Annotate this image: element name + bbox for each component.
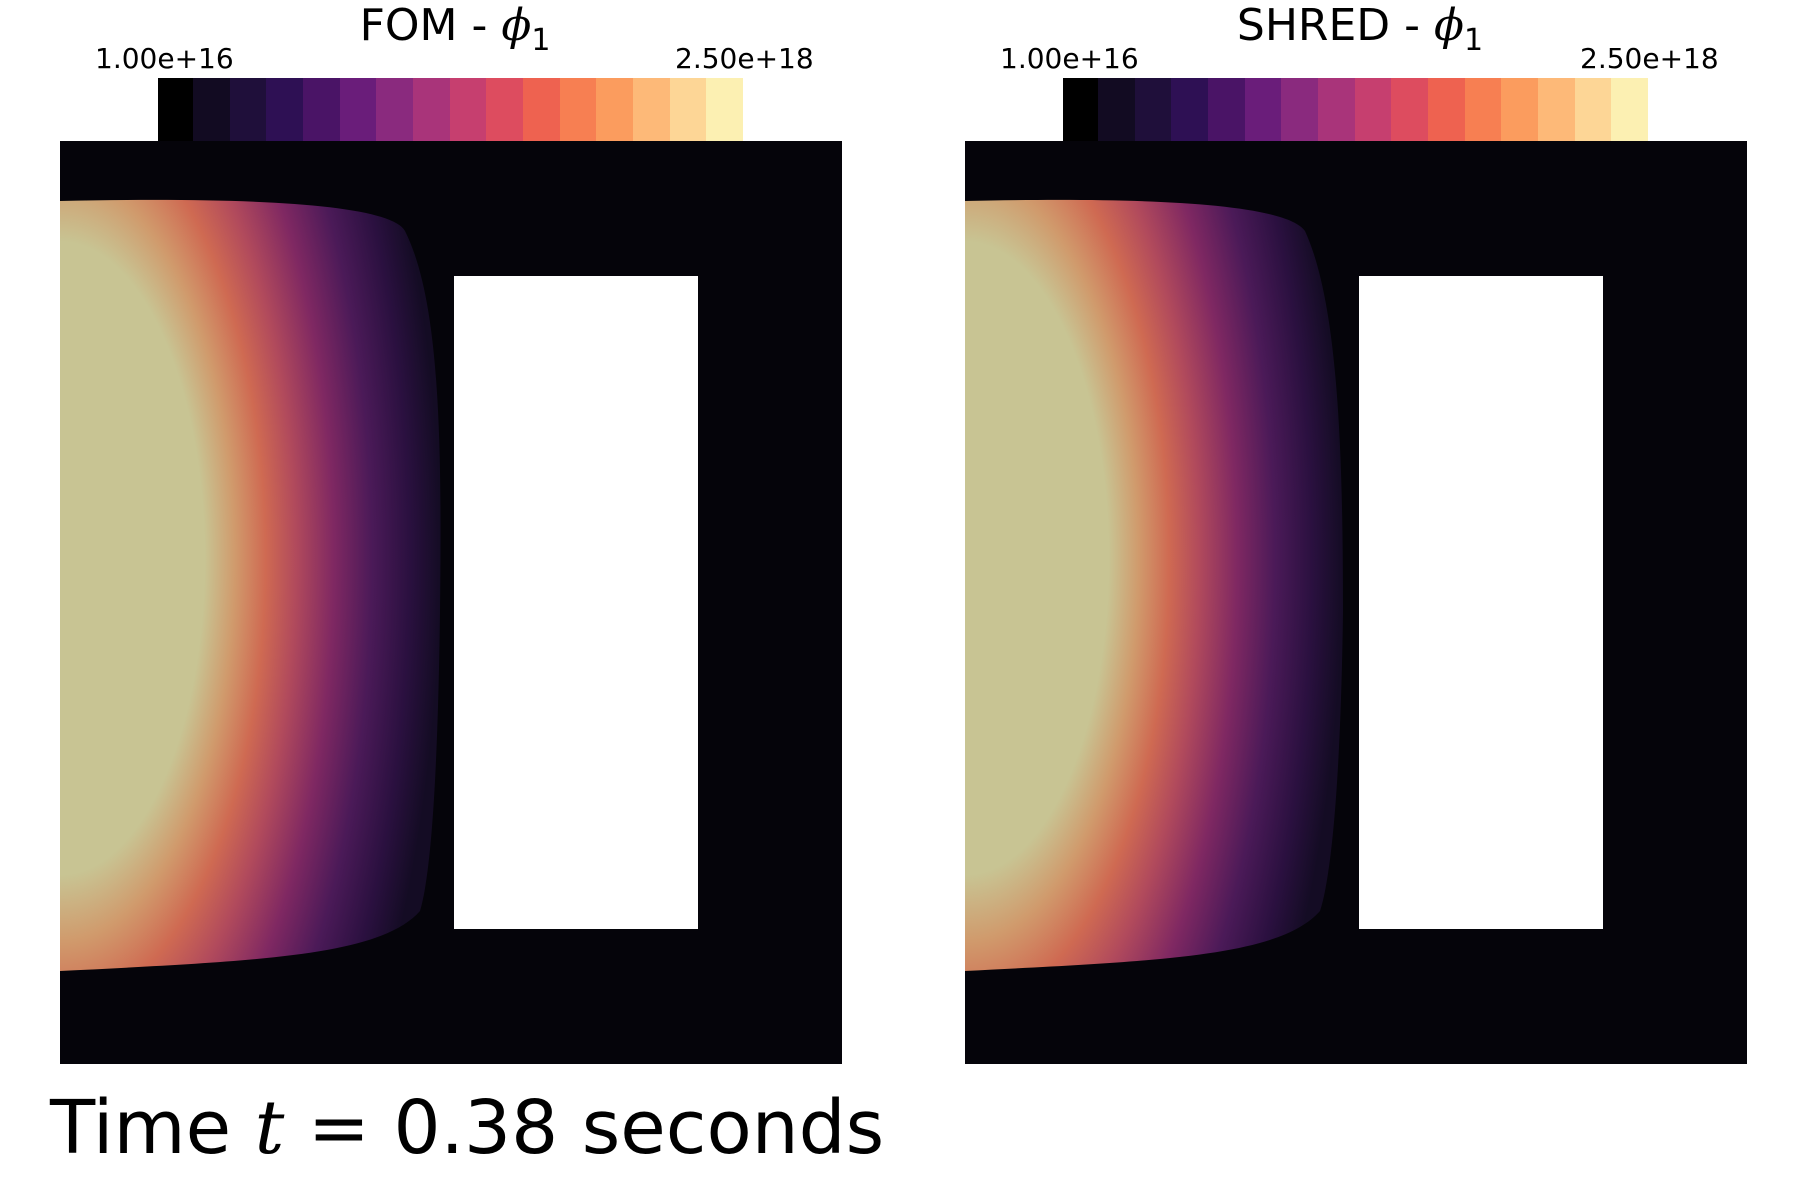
colorbar-swatch [1428, 78, 1465, 146]
panel-shred: SHRED - ϕ1 1.00e+16 2.50e+18 [965, 0, 1755, 1080]
flux-field [60, 141, 842, 1064]
colorbar-frame [158, 78, 744, 146]
colorbar-max-label: 2.50e+18 [675, 42, 814, 75]
panel-title: SHRED - ϕ1 [1236, 0, 1484, 58]
colorbar-swatch [706, 78, 744, 146]
colorbar-swatch [229, 78, 267, 146]
void-region [1359, 276, 1603, 929]
colorbar-max-label: 2.50e+18 [1580, 42, 1719, 75]
colorbar-swatch [1281, 78, 1319, 146]
colorbar-swatch [1574, 78, 1612, 146]
colorbar-swatch [669, 78, 707, 146]
void-region [454, 276, 698, 929]
colorbar-swatch [1134, 78, 1172, 146]
colorbar-swatch [1611, 78, 1649, 146]
colorbar-swatch [1391, 78, 1429, 146]
colorbar-swatch [1354, 78, 1392, 146]
colorbar-min-label: 1.00e+16 [1000, 42, 1139, 75]
colorbar-swatch [1501, 78, 1539, 146]
colorbar-swatch [1171, 78, 1209, 146]
colorbar [193, 78, 744, 146]
colorbar-swatch [1464, 78, 1502, 146]
colorbar-swatch [1098, 78, 1135, 146]
colorbar-swatch [1318, 78, 1355, 146]
colorbar-min-label: 1.00e+16 [95, 42, 234, 75]
panel-fom: FOM - ϕ1 1.00e+16 2.50e+18 [60, 0, 850, 1080]
colorbar-swatch [523, 78, 560, 146]
colorbar-swatch [596, 78, 634, 146]
colorbar-swatch [559, 78, 597, 146]
colorbar-frame [1063, 78, 1649, 146]
flux-region [965, 199, 1343, 972]
colorbar-swatch [1208, 78, 1245, 146]
colorbar-swatch [486, 78, 524, 146]
colorbar [1098, 78, 1649, 146]
panel-title: FOM - ϕ1 [359, 0, 551, 58]
colorbar-swatch [1244, 78, 1282, 146]
flux-field [965, 141, 1747, 1064]
colorbar-swatch [303, 78, 340, 146]
colorbar-swatch [339, 78, 377, 146]
colorbar-swatch [376, 78, 414, 146]
colorbar-swatch [413, 78, 450, 146]
time-caption: Time t = 0.38 seconds [50, 1085, 885, 1171]
colorbar-swatch [193, 78, 230, 146]
flux-region [60, 199, 441, 972]
colorbar-swatch [449, 78, 487, 146]
colorbar-swatch [266, 78, 304, 146]
colorbar-swatch [1538, 78, 1575, 146]
colorbar-swatch [633, 78, 670, 146]
